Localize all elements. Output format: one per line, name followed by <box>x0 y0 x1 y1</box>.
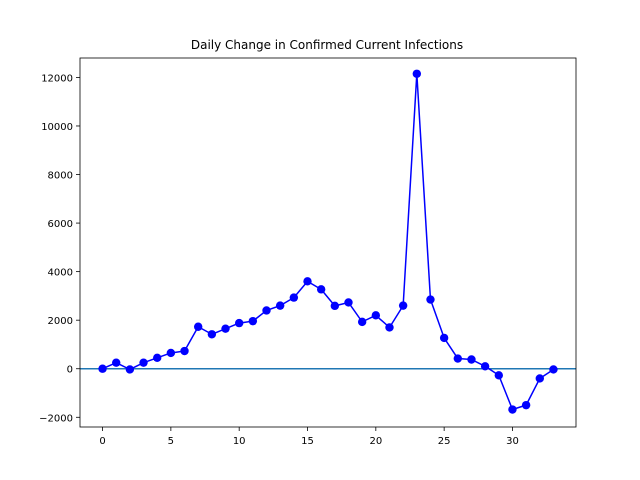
data-point <box>234 318 244 328</box>
data-point <box>262 306 271 315</box>
series-line <box>102 73 554 411</box>
data-point <box>289 293 299 302</box>
data-point <box>166 348 176 358</box>
data-point <box>153 353 162 363</box>
data-point <box>344 298 353 307</box>
data-point <box>248 316 258 326</box>
data-point <box>385 323 394 332</box>
x-tick-label: 5 <box>168 436 174 447</box>
data-point <box>193 322 203 331</box>
y-tick-label: 8000 <box>48 171 73 182</box>
data-point <box>508 405 517 414</box>
x-tick-label: 15 <box>301 436 314 447</box>
data-point <box>521 400 531 410</box>
data-point <box>98 364 107 373</box>
y-tick-label: 10000 <box>41 122 73 133</box>
x-tick-label: 10 <box>233 436 246 447</box>
data-point <box>426 295 435 304</box>
data-point <box>412 69 422 78</box>
y-tick-label: 2000 <box>48 316 73 327</box>
data-point <box>275 301 285 310</box>
data-point <box>398 301 408 310</box>
data-point <box>112 358 121 367</box>
x-tick-label: 20 <box>369 436 382 447</box>
x-tick-label: 0 <box>99 436 105 447</box>
data-point <box>453 354 463 363</box>
plot-frame <box>79 57 577 428</box>
data-point <box>125 365 135 374</box>
x-tick-label: 30 <box>506 436 519 447</box>
data-point <box>139 358 148 367</box>
y-tick-label: 0 <box>67 365 73 376</box>
y-tick-label: −2000 <box>39 413 73 424</box>
data-point <box>330 301 340 311</box>
y-tick-label: 4000 <box>48 268 73 279</box>
data-point <box>480 362 490 371</box>
x-tick-label: 25 <box>438 436 451 447</box>
data-point <box>207 330 217 339</box>
data-point <box>303 277 312 286</box>
data-point <box>180 346 189 356</box>
y-tick-label: 6000 <box>48 219 73 230</box>
data-point <box>371 311 381 320</box>
data-point <box>316 285 326 294</box>
axes-layer: 0 5 10 15 20 25 30 −2000 0 2000 4000 6000 8000 10000 1… <box>39 57 577 447</box>
data-point <box>535 374 544 383</box>
data-point <box>357 317 367 327</box>
data-point <box>221 324 230 333</box>
data-point <box>467 355 476 364</box>
data-point <box>549 365 558 374</box>
chart-title: Daily Change in Confirmed Current Infect… <box>191 38 463 52</box>
data-point <box>494 371 503 380</box>
series-layer <box>98 69 558 414</box>
data-point <box>439 333 449 343</box>
y-tick-label: 12000 <box>41 73 73 84</box>
